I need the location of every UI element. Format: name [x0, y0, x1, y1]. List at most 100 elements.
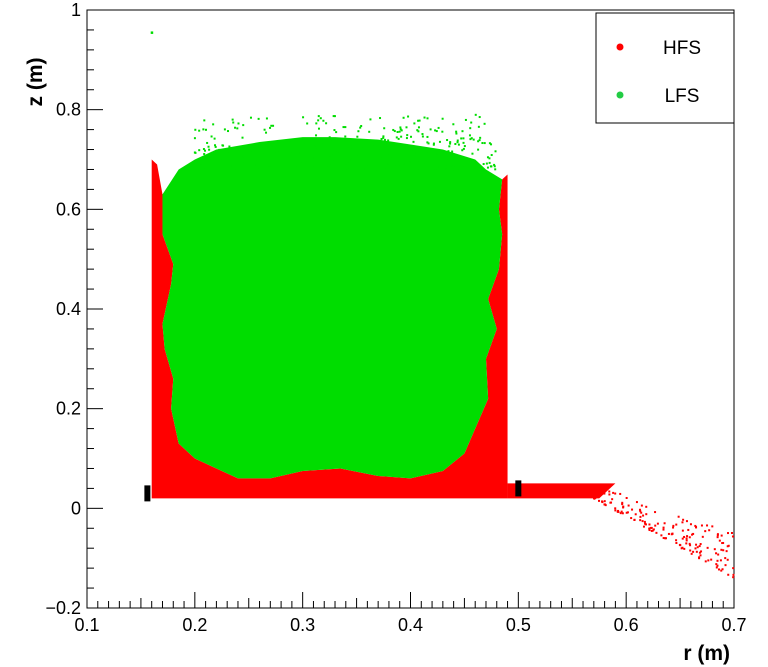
data-point-lfs	[289, 162, 292, 165]
data-point-lfs	[224, 168, 227, 171]
data-point-lfs	[417, 167, 420, 170]
data-point-hfs	[706, 524, 709, 527]
x-axis-title: r (m)	[683, 642, 730, 665]
data-point-hfs	[698, 556, 701, 559]
data-point-hfs	[603, 500, 606, 503]
data-point-lfs	[275, 168, 278, 171]
data-point-lfs	[328, 136, 331, 139]
legend-marker-hfs	[616, 43, 624, 51]
data-point-lfs	[384, 148, 387, 151]
data-point-lfs	[211, 151, 214, 154]
data-point-hfs	[652, 528, 655, 531]
data-point-lfs	[256, 149, 259, 152]
data-point-hfs	[634, 513, 637, 516]
data-point-lfs	[245, 165, 248, 168]
data-point-lfs	[457, 167, 460, 170]
data-point-lfs	[194, 128, 197, 131]
data-point-lfs	[315, 134, 318, 137]
data-point-lfs	[249, 116, 252, 119]
data-point-hfs	[621, 503, 624, 506]
data-point-lfs	[479, 136, 482, 139]
data-point-lfs	[223, 150, 226, 153]
data-point-lfs	[198, 129, 201, 132]
data-point-lfs	[398, 165, 401, 168]
data-point-lfs	[451, 150, 454, 153]
data-point-lfs	[364, 139, 367, 142]
data-point-lfs	[396, 160, 399, 163]
data-point-lfs	[273, 147, 276, 150]
data-point-lfs	[423, 161, 426, 164]
region-hfs-1	[507, 483, 616, 499]
y-tick-label: 0.2	[56, 399, 81, 419]
data-point-lfs	[462, 137, 465, 140]
data-point-hfs	[620, 510, 623, 513]
data-point-lfs	[232, 121, 235, 124]
data-point-lfs	[240, 168, 243, 171]
black-marker-1	[515, 480, 522, 497]
data-point-lfs	[194, 160, 197, 163]
data-point-lfs	[408, 161, 411, 164]
x-tick-label: 0.1	[74, 615, 99, 635]
data-point-lfs	[402, 157, 405, 160]
data-point-lfs	[434, 129, 437, 132]
data-point-hfs	[731, 535, 734, 538]
data-point-lfs	[219, 167, 222, 170]
data-point-lfs	[411, 166, 414, 169]
data-point-lfs	[436, 166, 439, 169]
data-point-lfs	[213, 167, 216, 170]
data-point-hfs	[727, 544, 730, 547]
data-point-lfs	[317, 119, 320, 122]
data-point-lfs	[207, 165, 210, 168]
data-point-lfs	[452, 123, 455, 126]
data-point-lfs	[394, 168, 397, 171]
data-point-lfs	[381, 142, 384, 145]
data-point-lfs	[270, 145, 273, 148]
data-point-hfs	[645, 505, 648, 508]
data-point-lfs	[379, 117, 382, 120]
data-point-lfs	[290, 140, 293, 143]
data-point-hfs	[670, 533, 673, 536]
data-point-lfs	[418, 119, 421, 122]
data-point-lfs	[447, 150, 450, 153]
data-point-hfs	[681, 521, 684, 524]
data-point-lfs	[210, 158, 213, 161]
data-point-hfs	[675, 539, 678, 542]
data-point-lfs	[267, 164, 270, 167]
data-point-lfs	[479, 166, 482, 169]
data-point-lfs	[241, 136, 244, 139]
data-point-lfs	[259, 159, 262, 162]
data-point-hfs	[730, 531, 733, 534]
data-point-lfs	[372, 150, 375, 153]
data-point-lfs	[467, 168, 470, 171]
data-point-hfs	[722, 549, 725, 552]
data-point-hfs	[621, 501, 624, 504]
data-point-lfs	[296, 165, 299, 168]
data-point-lfs	[400, 135, 403, 138]
data-point-lfs	[344, 126, 347, 129]
data-point-lfs	[432, 143, 435, 146]
data-point-hfs	[698, 551, 701, 554]
data-point-lfs	[237, 122, 240, 125]
data-point-lfs	[248, 168, 251, 171]
data-point-lfs	[436, 152, 439, 155]
data-point-lfs	[445, 158, 448, 161]
data-point-lfs	[302, 116, 305, 119]
data-point-lfs	[408, 146, 411, 149]
data-point-lfs	[336, 151, 339, 154]
data-point-lfs	[274, 152, 277, 155]
data-point-lfs	[300, 138, 303, 141]
data-point-lfs	[349, 144, 352, 147]
data-point-hfs	[648, 523, 651, 526]
data-point-lfs	[423, 149, 426, 152]
data-point-lfs	[462, 141, 465, 144]
data-point-lfs	[324, 145, 327, 148]
data-point-lfs	[266, 150, 269, 153]
data-point-lfs	[229, 164, 232, 167]
data-point-lfs	[306, 122, 309, 125]
y-axis-title: z (m)	[24, 58, 47, 107]
data-point-lfs	[445, 168, 448, 171]
data-point-hfs	[612, 491, 615, 494]
data-point-hfs	[694, 524, 697, 527]
data-point-lfs	[441, 130, 444, 133]
